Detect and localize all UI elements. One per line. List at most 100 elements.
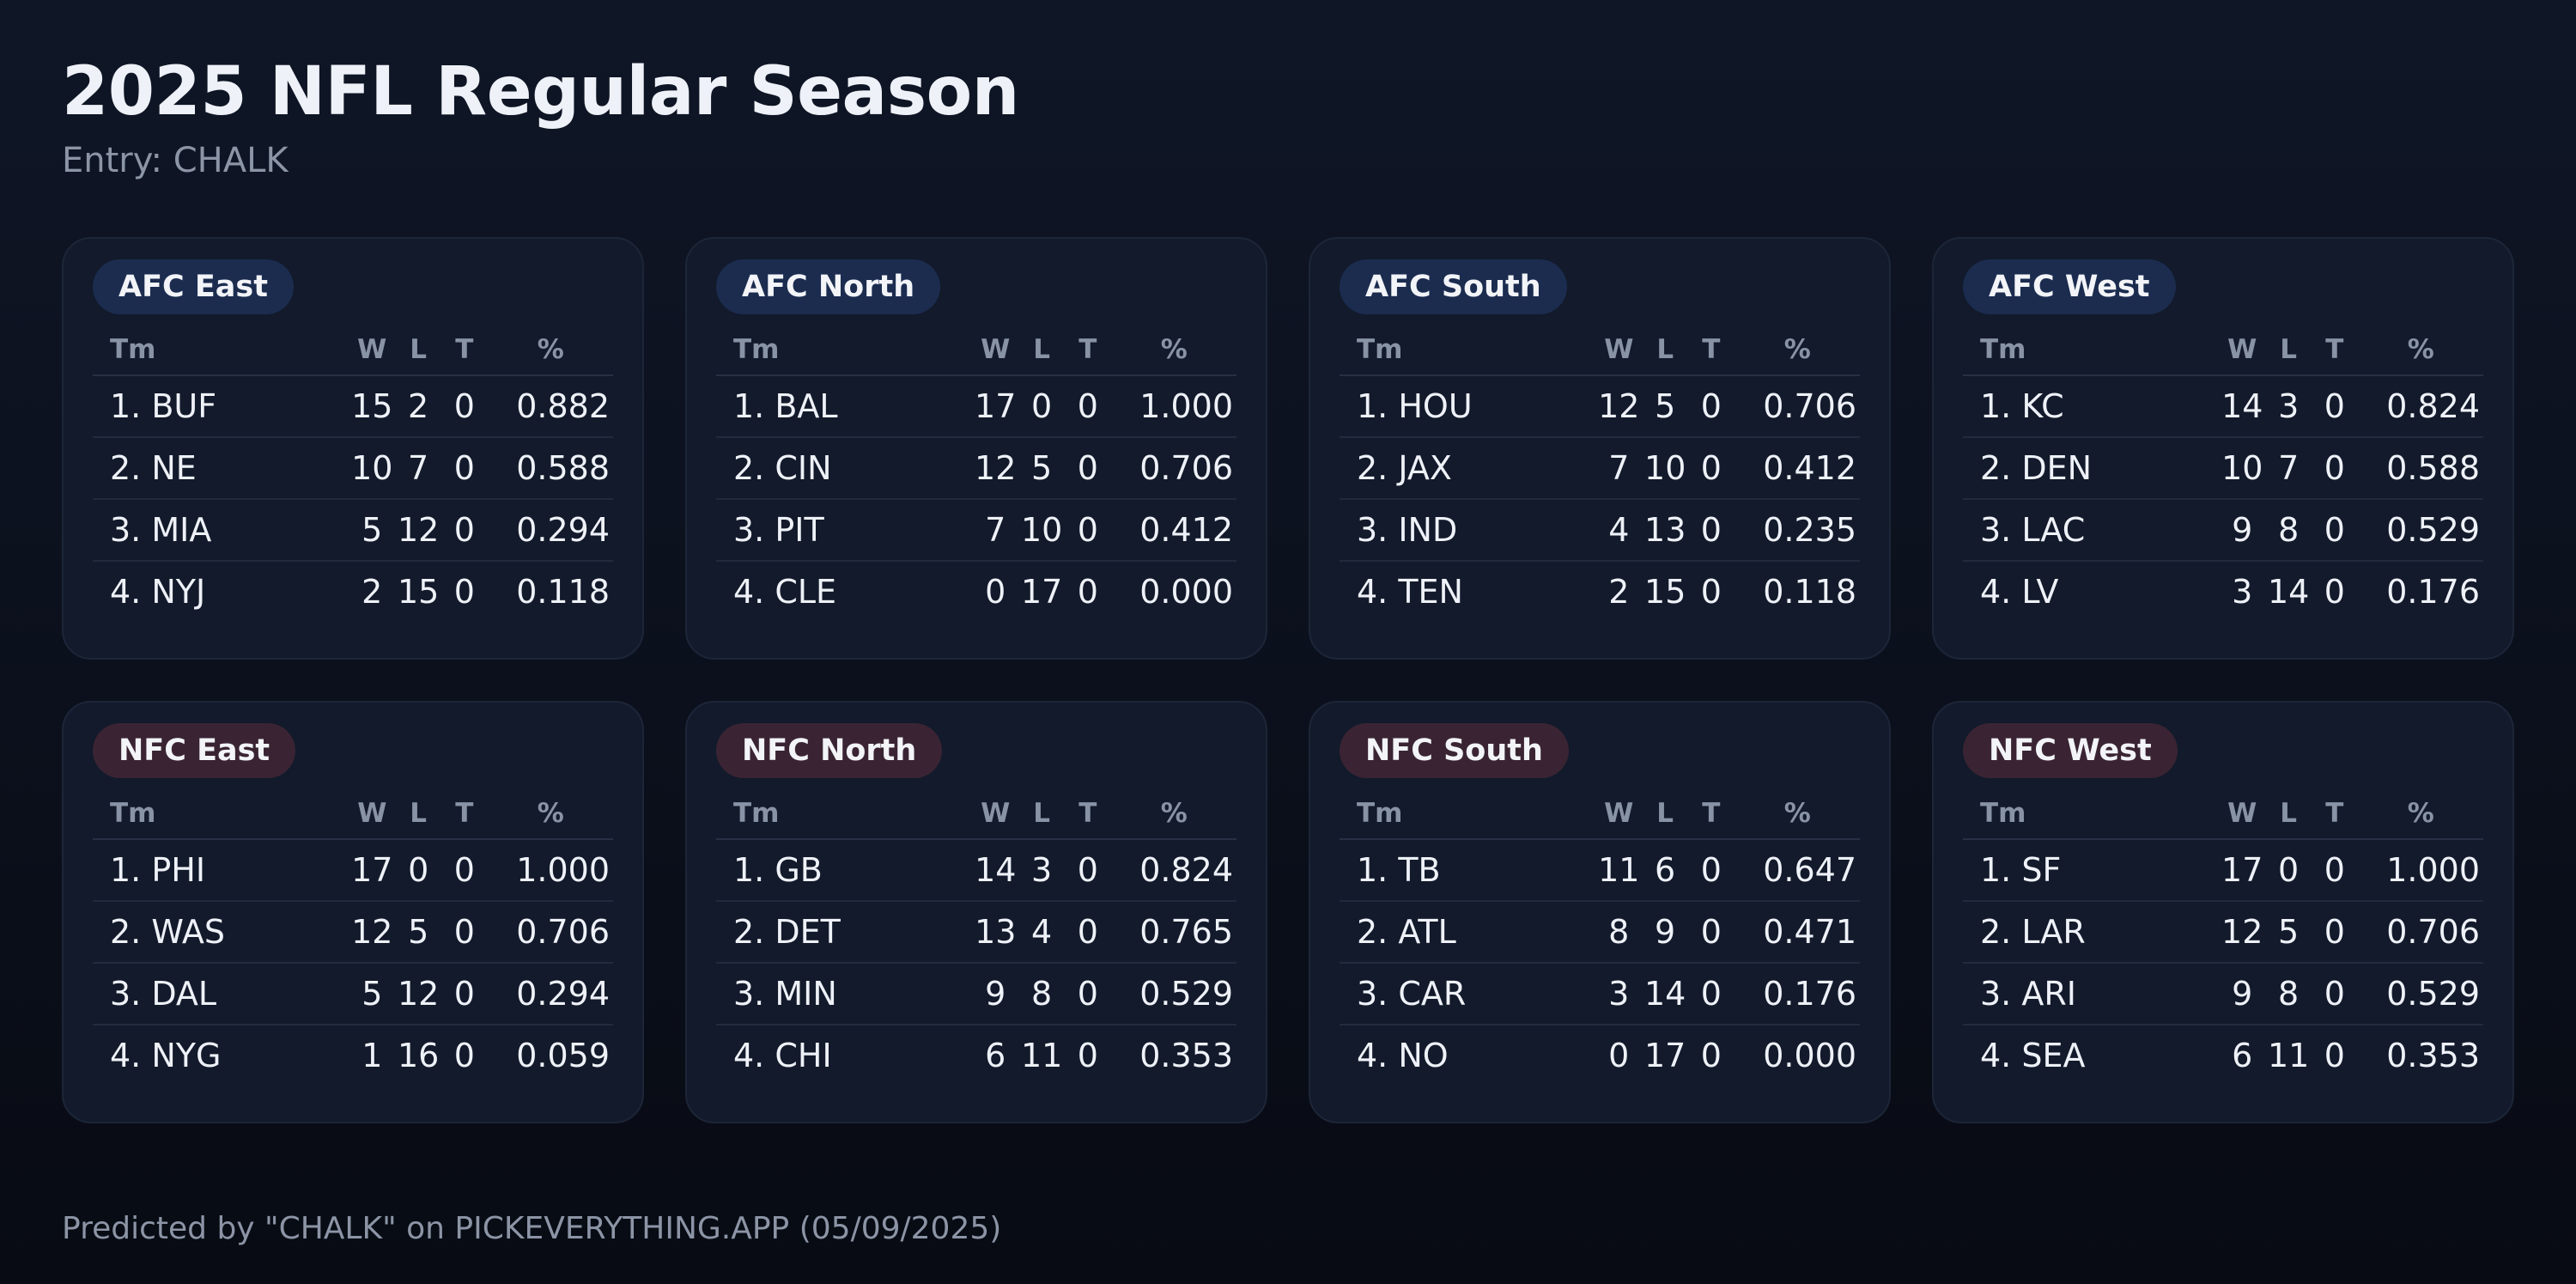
column-header-wins: W	[348, 325, 397, 376]
table-row: 2. NE 10 7 0 0.588	[93, 437, 613, 500]
column-header-team: Tm	[1963, 325, 2219, 376]
table-row: 1. GB 14 3 0 0.824	[716, 839, 1236, 902]
table-row: 3. LAC 9 8 0 0.529	[1963, 499, 2483, 562]
ties-value: 0	[1064, 963, 1112, 1025]
column-header-ties: T	[1687, 325, 1735, 376]
column-header-wins: W	[2218, 788, 2267, 840]
losses-value: 14	[1643, 963, 1688, 1025]
column-header-pct: %	[488, 325, 613, 376]
column-header-ties: T	[440, 788, 489, 840]
ties-value: 0	[1064, 839, 1112, 902]
table-row: 2. LAR 12 5 0 0.706	[1963, 901, 2483, 964]
table-row: 3. DAL 5 12 0 0.294	[93, 963, 613, 1025]
ties-value: 0	[1687, 839, 1735, 902]
division-card-nfc-north: NFC North Tm W L T% 1. GB 14 3 0 0.824 2. DET 13 4 0 0…	[685, 701, 1267, 1123]
division-label: AFC North	[716, 259, 941, 314]
losses-value: 17	[1020, 573, 1063, 611]
wins-value: 3	[2232, 573, 2253, 611]
ties-value: 0	[1687, 901, 1735, 964]
win-pct-value: 1.000	[488, 839, 613, 902]
column-header-pct: %	[488, 788, 613, 840]
win-pct-value: 0.706	[1735, 375, 1860, 438]
win-pct-value: 0.176	[1735, 963, 1860, 1025]
losses-value: 6	[1643, 839, 1688, 902]
column-header-ties: T	[2311, 788, 2359, 840]
header-row: Tm W L T%	[1963, 325, 2483, 376]
division-card-afc-west: AFC West Tm W L T% 1. KC 14 3 0 0.824 2. DEN 10 7 0 0.…	[1932, 237, 2514, 660]
team-name: 2. NE	[93, 437, 349, 500]
team-name: 1. PHI	[93, 839, 349, 902]
losses-value: 2	[396, 375, 441, 438]
win-pct-value: 0.471	[1735, 901, 1860, 964]
ties-value: 0	[2311, 901, 2359, 964]
win-pct-value: 0.412	[1735, 437, 1860, 500]
wins-value: 2	[1608, 573, 1630, 611]
win-pct-value: 0.000	[1763, 1037, 1856, 1074]
column-header-losses: L	[1019, 788, 1065, 840]
wins-value: 0	[1608, 1037, 1630, 1074]
column-header-ties: T	[1064, 325, 1112, 376]
division-card-afc-south: AFC South Tm W L T% 1. HOU 12 5 0 0.706 2. JAX 7 10 0…	[1309, 237, 1891, 660]
column-header-pct: %	[2358, 325, 2483, 376]
column-header-wins: W	[971, 325, 1020, 376]
team-name: 4. NYJ	[110, 573, 206, 611]
table-row: 4. CLE 0 17 0 0.000	[716, 561, 1236, 622]
losses-value: 0	[2266, 839, 2312, 902]
team-name: 2. LAR	[1963, 901, 2219, 964]
standings-table: Tm W L T% 1. BAL 17 0 0 1.000 2. CIN 12 5 0 0.706 3. P…	[716, 325, 1236, 622]
ties-value: 0	[1687, 963, 1735, 1025]
team-name: 3. MIN	[716, 963, 972, 1025]
standings-page: 2025 NFL Regular Season Entry: CHALK AFC…	[62, 0, 2514, 1284]
team-name: 3. PIT	[716, 499, 972, 562]
table-row: 4. SEA 6 11 0 0.353	[1963, 1025, 2483, 1086]
team-name: 1. KC	[1963, 375, 2219, 438]
win-pct-value: 0.353	[2386, 1037, 2480, 1074]
header-row: Tm W L T%	[1340, 325, 1860, 376]
ties-value: 0	[2311, 437, 2359, 500]
table-row: 4. CHI 6 11 0 0.353	[716, 1025, 1236, 1086]
wins-value: 9	[2218, 499, 2267, 562]
wins-value: 7	[971, 499, 1020, 562]
division-label: AFC East	[93, 259, 294, 314]
header-row: Tm W L T%	[716, 788, 1236, 840]
losses-value: 11	[1020, 1037, 1063, 1074]
ties-value: 0	[2311, 375, 2359, 438]
wins-value: 2	[361, 573, 383, 611]
column-header-pct: %	[1735, 788, 1860, 840]
win-pct-value: 0.706	[1111, 437, 1236, 500]
losses-value: 12	[396, 499, 441, 562]
division-card-nfc-west: NFC West Tm W L T% 1. SF 17 0 0 1.000 2. LAR 12 5 0 0.…	[1932, 701, 2514, 1123]
ties-value: 0	[1077, 1037, 1098, 1074]
win-pct-value: 0.706	[2358, 901, 2483, 964]
team-name: 4. CLE	[733, 573, 837, 611]
ties-value: 0	[440, 375, 489, 438]
table-row: 1. KC 14 3 0 0.824	[1963, 375, 2483, 438]
ties-value: 0	[440, 963, 489, 1025]
wins-value: 7	[1595, 437, 1643, 500]
column-header-losses: L	[2266, 788, 2312, 840]
column-header-pct: %	[1111, 788, 1236, 840]
team-name: 2. ATL	[1340, 901, 1595, 964]
losses-value: 3	[2266, 375, 2312, 438]
ties-value: 0	[453, 1037, 475, 1074]
column-header-team: Tm	[716, 788, 972, 840]
column-header-ties: T	[440, 325, 489, 376]
win-pct-value: 0.176	[2386, 573, 2480, 611]
standings-table: Tm W L T% 1. PHI 17 0 0 1.000 2. WAS 12 5 0 0.706 3. D…	[93, 788, 613, 1086]
table-row: 3. PIT 7 10 0 0.412	[716, 499, 1236, 562]
wins-value: 17	[971, 375, 1020, 438]
win-pct-value: 0.588	[488, 437, 613, 500]
wins-value: 6	[985, 1037, 1006, 1074]
team-name: 3. ARI	[1963, 963, 2219, 1025]
ties-value: 0	[2324, 573, 2345, 611]
ties-value: 0	[2311, 499, 2359, 562]
win-pct-value: 0.647	[1735, 839, 1860, 902]
standings-table: Tm W L T% 1. SF 17 0 0 1.000 2. LAR 12 5 0 0.706 3. AR…	[1963, 788, 2483, 1086]
losses-value: 17	[1643, 1037, 1686, 1074]
table-row: 2. WAS 12 5 0 0.706	[93, 901, 613, 964]
division-label: AFC South	[1340, 259, 1567, 314]
column-header-losses: L	[396, 788, 441, 840]
team-name: 1. BAL	[716, 375, 972, 438]
standings-table: Tm W L T% 1. HOU 12 5 0 0.706 2. JAX 7 10 0 0.412 3. I…	[1340, 325, 1860, 622]
table-row: 3. IND 4 13 0 0.235	[1340, 499, 1860, 562]
